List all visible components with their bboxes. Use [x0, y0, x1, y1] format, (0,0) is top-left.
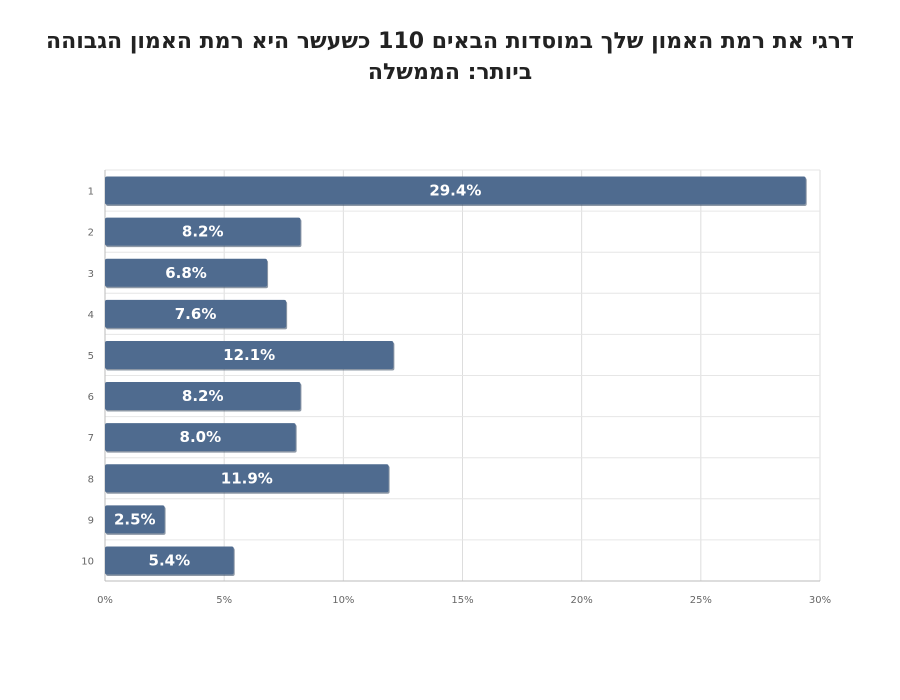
x-tick-label: 10%	[332, 595, 354, 606]
data-label: 8.2%	[182, 223, 224, 241]
y-tick-label: 3	[88, 269, 94, 280]
bar	[105, 176, 806, 205]
data-label: 11.9%	[221, 469, 273, 487]
data-label: 8.2%	[182, 387, 224, 405]
bar	[105, 505, 165, 534]
y-tick-label: 2	[88, 228, 94, 239]
x-tick-label: 25%	[690, 595, 712, 606]
x-tick-label: 5%	[216, 595, 232, 606]
y-tick-label: 1	[88, 187, 94, 198]
bar	[105, 258, 268, 287]
bar	[105, 340, 394, 369]
x-tick-label: 30%	[809, 595, 831, 606]
chart-title: דרגי את רמת האמון שלך במוסדות הבאים 110 …	[30, 26, 870, 88]
chart-title-line-2: ביותר: הממשלה	[367, 60, 533, 85]
y-tick-label: 7	[88, 433, 94, 444]
data-label: 5.4%	[149, 551, 191, 569]
chart-title-line-1: דרגי את רמת האמון שלך במוסדות הבאים 110 …	[46, 29, 854, 54]
y-tick-label: 10	[81, 556, 94, 567]
y-tick-label: 6	[88, 392, 94, 403]
data-label: 7.6%	[175, 305, 217, 323]
y-tick-label: 8	[88, 474, 94, 485]
bar	[105, 217, 301, 246]
bar	[105, 546, 234, 575]
x-tick-label: 15%	[451, 595, 473, 606]
data-label: 2.5%	[114, 510, 156, 528]
x-tick-label: 20%	[571, 595, 593, 606]
data-label: 8.0%	[180, 428, 222, 446]
data-label: 12.1%	[223, 346, 275, 364]
y-tick-label: 5	[88, 351, 94, 362]
bar	[105, 382, 301, 411]
data-label: 6.8%	[165, 264, 207, 282]
y-tick-label: 9	[88, 515, 94, 526]
bar	[105, 464, 389, 493]
bar	[105, 423, 296, 452]
data-label: 29.4%	[429, 182, 481, 200]
x-tick-label: 0%	[97, 595, 113, 606]
y-tick-label: 4	[88, 310, 94, 321]
bar	[105, 299, 287, 328]
